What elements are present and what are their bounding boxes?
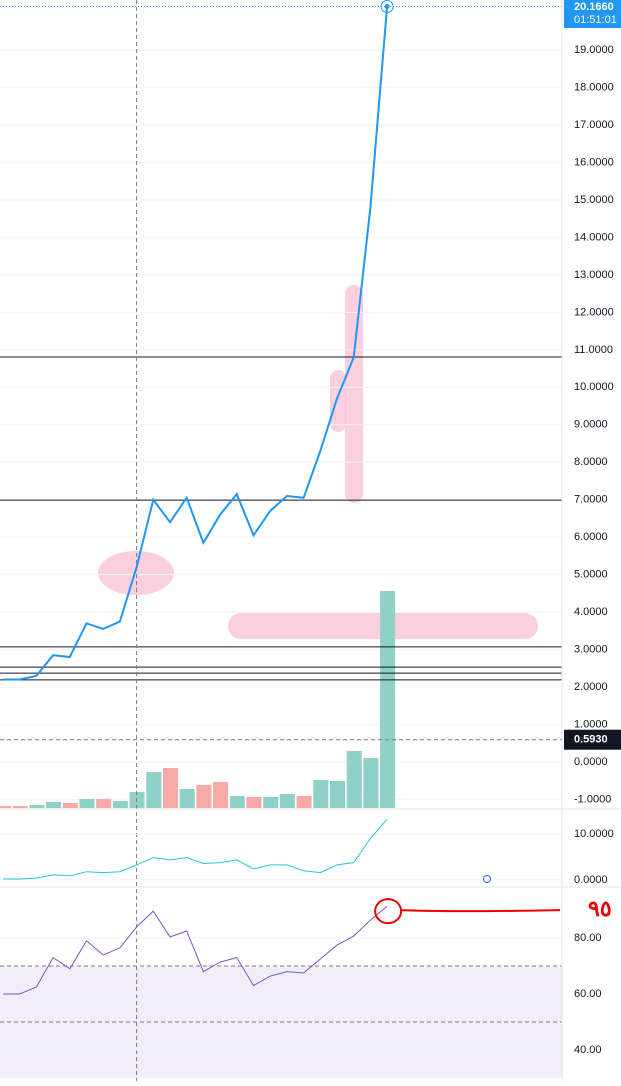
volume-bar [29, 805, 45, 808]
volume-bar [112, 801, 128, 808]
y-tick-label: 18.0000 [574, 82, 614, 94]
y-tick-label: 0.0000 [574, 756, 608, 768]
y-tick-label: 6.0000 [574, 531, 608, 543]
volume-bar [62, 803, 78, 808]
volume-bar [96, 799, 112, 808]
y-tick-label: 2.0000 [574, 681, 608, 693]
last-point-dot [384, 4, 390, 10]
volume-bar [363, 758, 379, 808]
y-tick-label: 9.0000 [574, 419, 608, 431]
highlight [330, 370, 346, 432]
volume-bar [46, 802, 62, 808]
annotation: ٩٥ [588, 896, 612, 921]
y-tick-label: -1.0000 [574, 793, 611, 805]
series-line [3, 905, 388, 995]
volume-bar [179, 789, 195, 808]
volume-bar [313, 780, 329, 808]
y-tick-label: 12.0000 [574, 306, 614, 318]
volume-bar [12, 806, 28, 808]
annotation-line [401, 909, 561, 913]
y-tick-label: 4.0000 [574, 606, 608, 618]
volume-bar [213, 782, 229, 808]
volume-bar [330, 781, 345, 808]
volume-bar [380, 591, 396, 808]
crosshair-tag [564, 729, 621, 750]
y-tick-label: 16.0000 [574, 156, 614, 168]
volume-bar [196, 785, 212, 808]
volume-bar [279, 794, 295, 808]
y-tick-label: 5.0000 [574, 569, 608, 581]
y-tick-label: 10.0000 [574, 381, 614, 393]
marker [483, 875, 491, 883]
y-tick-label: 40.00 [574, 1044, 602, 1056]
y-tick-label: 11.0000 [574, 344, 613, 356]
highlight [98, 551, 174, 595]
series-line [3, 6, 389, 681]
crosshair-label: 0.5930 [574, 734, 608, 746]
volume-bar [246, 797, 262, 808]
y-tick-label: 14.0000 [574, 231, 614, 243]
y-tick-label: 8.0000 [574, 456, 608, 468]
y-tick-label: 17.0000 [574, 119, 614, 131]
volume-bar [0, 806, 11, 808]
price-tag [564, 0, 621, 28]
volume-bar [263, 797, 279, 808]
y-tick-label: 1.0000 [574, 718, 608, 730]
price-tag-value: 20.1660 [574, 1, 614, 13]
last-point [380, 0, 394, 14]
volume-bar [163, 768, 178, 808]
y-tick-label: 80.00 [574, 932, 602, 944]
y-tick-label: 3.0000 [574, 643, 608, 655]
volume-bar [229, 796, 245, 808]
price-axis [562, 0, 621, 1081]
y-tick-label: 19.0000 [574, 44, 614, 56]
y-tick-label: 0.0000 [574, 874, 608, 886]
price-tag-time: 01:51:01 [574, 14, 617, 26]
series-line [3, 818, 388, 880]
y-tick-label: 15.0000 [574, 194, 614, 206]
volume-bar [296, 796, 312, 808]
y-tick-label: 7.0000 [574, 494, 608, 506]
volume-bar [146, 772, 162, 808]
y-tick-label: 10.0000 [574, 828, 614, 840]
volume-bar [346, 751, 362, 808]
y-tick-label: 60.00 [574, 988, 602, 1000]
highlight [345, 285, 363, 503]
y-tick-label: 13.0000 [574, 269, 614, 281]
volume-bar [79, 799, 95, 808]
